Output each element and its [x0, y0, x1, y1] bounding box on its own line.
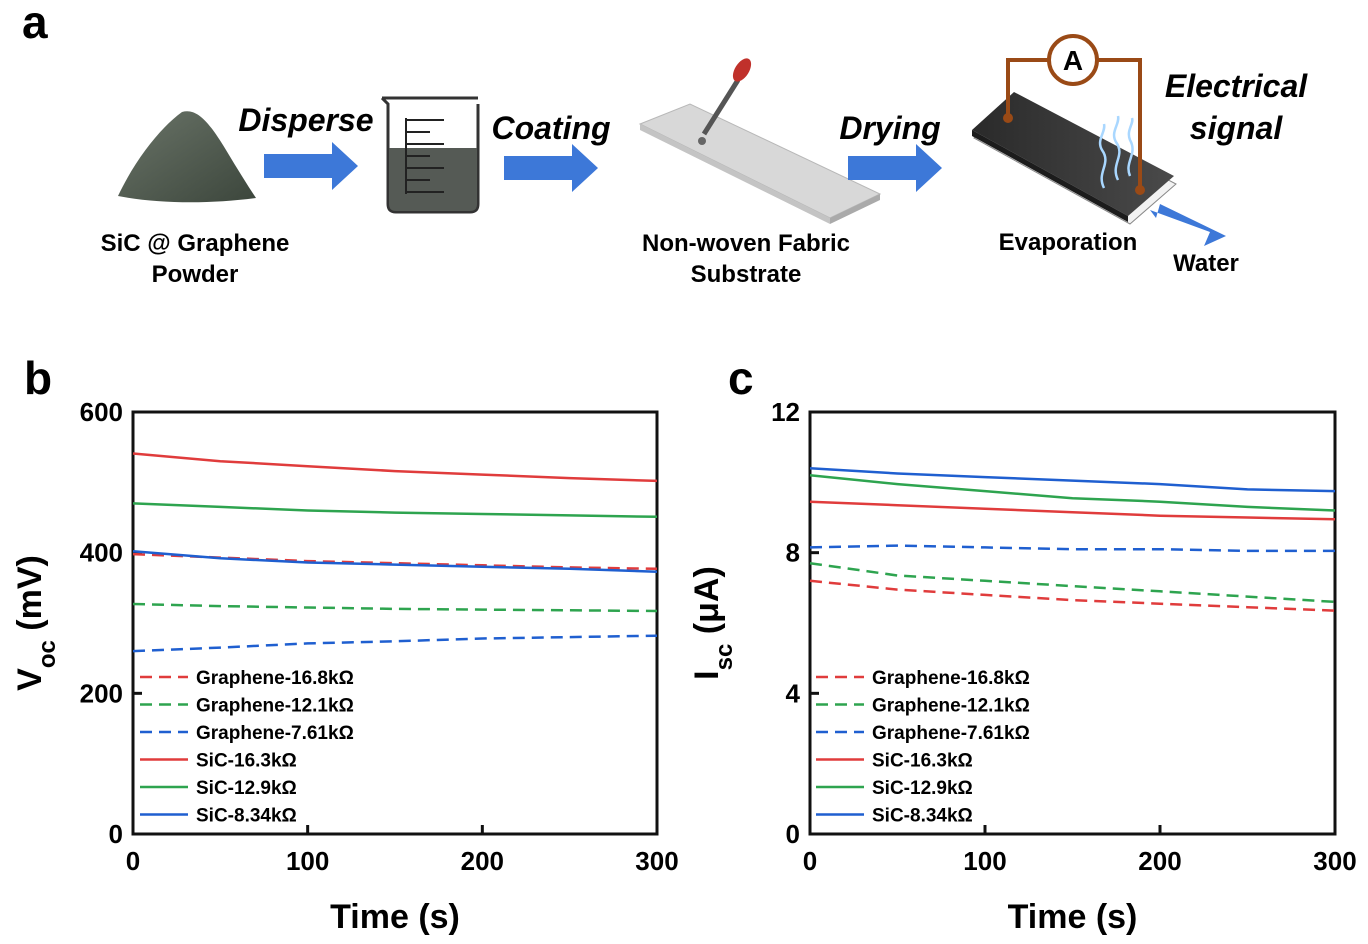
y-axis-title: Voc (mV): [11, 555, 61, 691]
step-drying-label: Drying: [839, 110, 940, 146]
electrode-left: [1003, 113, 1013, 123]
series-line-sic-8-34k-: [132, 550, 658, 573]
legend-label: SiC-16.3kΩ: [196, 751, 297, 772]
x-axis-title: Time (s): [1008, 898, 1138, 936]
panel-a: a SiC @ Graphene Powder Disperse: [22, 0, 1308, 288]
panel-label-b: b: [24, 352, 52, 404]
beaker-image: [380, 96, 480, 214]
circuit-wires: [1006, 58, 1142, 190]
legend-label: SiC-16.3kΩ: [872, 751, 973, 772]
series-line-graphene-12-1k-: [809, 561, 1336, 604]
process-arrow-1: [264, 142, 358, 190]
legend-label: Graphene-12.1kΩ: [872, 696, 1030, 717]
legend-label: Graphene-16.8kΩ: [196, 668, 354, 689]
plot-frame: [131, 410, 659, 836]
ammeter-label: A: [1063, 45, 1083, 76]
y-axis-title-unit: (mV): [11, 555, 49, 640]
series-line-sic-16-3k-: [809, 500, 1336, 521]
y-tick-label: 4: [786, 678, 801, 708]
y-tick-label: 200: [80, 678, 123, 708]
y-axis-title-main: V: [11, 668, 49, 691]
y-axis-title: Isc (μA): [688, 566, 738, 680]
x-tick-label: 200: [461, 846, 504, 876]
x-tick-label: 0: [803, 846, 817, 876]
legend-label: Graphene-7.61kΩ: [196, 723, 354, 744]
series-line-graphene-16-8k-: [132, 552, 658, 571]
chart-c-isc: 0 100 200 300 0 4 8 12 Time (s) Isc (μA) Graphene-…: [688, 397, 1357, 936]
legend-label: SiC-12.9kΩ: [872, 778, 973, 799]
process-arrow-2: [504, 144, 598, 192]
x-tick-label: 300: [1313, 846, 1356, 876]
substrate-caption-line2: Substrate: [691, 261, 802, 288]
step-disperse-label: Disperse: [238, 102, 373, 138]
panel-label-c: c: [728, 352, 754, 404]
legend-label: SiC-8.34kΩ: [196, 806, 297, 827]
ammeter-icon: [1047, 34, 1099, 86]
step-coating-label: Coating: [491, 110, 610, 146]
series-line-sic-12-9k-: [809, 474, 1336, 512]
y-axis-title-sub: oc: [34, 640, 61, 668]
y-axis-title-unit: (μA): [688, 566, 726, 643]
powder-caption-line1: SiC @ Graphene: [101, 230, 290, 257]
powder-caption-line2: Powder: [152, 261, 239, 288]
legend-label: SiC-8.34kΩ: [872, 806, 973, 827]
evaporation-device-image: [972, 92, 1226, 246]
panel-label-a: a: [22, 0, 48, 48]
x-tick-label: 100: [286, 846, 329, 876]
water-caption: Water: [1173, 250, 1239, 277]
y-axis-title-main: I: [688, 670, 726, 679]
series-line-graphene-12-1k-: [132, 602, 658, 613]
y-tick-label: 12: [771, 397, 800, 427]
series-line-sic-16-3k-: [132, 452, 658, 483]
x-axis-title: Time (s): [330, 898, 460, 936]
y-axis-title-sub: sc: [711, 644, 738, 671]
signal-label-line2: signal: [1190, 110, 1284, 146]
evaporation-caption: Evaporation: [999, 229, 1138, 256]
process-arrow-3: [848, 144, 942, 192]
y-tick-label: 8: [786, 538, 800, 568]
substrate-caption-line1: Non-woven Fabric: [642, 230, 850, 257]
x-tick-label: 100: [963, 846, 1006, 876]
series-line-graphene-16-8k-: [809, 579, 1336, 612]
electrode-right: [1135, 185, 1145, 195]
y-tick-label: 600: [80, 397, 123, 427]
legend-label: SiC-12.9kΩ: [196, 778, 297, 799]
plot-frame: [808, 410, 1337, 836]
chart-b-voc: 0 100 200 300 0 200 400 600 Time (s) Voc (mV) Grap…: [11, 397, 679, 936]
y-tick-label: 400: [80, 538, 123, 568]
series-line-sic-8-34k-: [809, 467, 1336, 493]
legend-label: Graphene-7.61kΩ: [872, 723, 1030, 744]
signal-label-line1: Electrical: [1165, 68, 1308, 104]
legend-label: Graphene-16.8kΩ: [872, 668, 1030, 689]
y-tick-label: 0: [786, 819, 800, 849]
substrate-image: [638, 58, 882, 224]
powder-pile-image: [118, 111, 256, 203]
x-tick-label: 0: [126, 846, 140, 876]
legend-label: Graphene-12.1kΩ: [196, 696, 354, 717]
y-tick-label: 0: [109, 819, 123, 849]
series-line-sic-12-9k-: [132, 502, 658, 519]
x-tick-label: 300: [635, 846, 678, 876]
x-tick-label: 200: [1138, 846, 1181, 876]
series-line-graphene-7-61k-: [132, 634, 658, 653]
series-line-graphene-7-61k-: [809, 544, 1335, 553]
